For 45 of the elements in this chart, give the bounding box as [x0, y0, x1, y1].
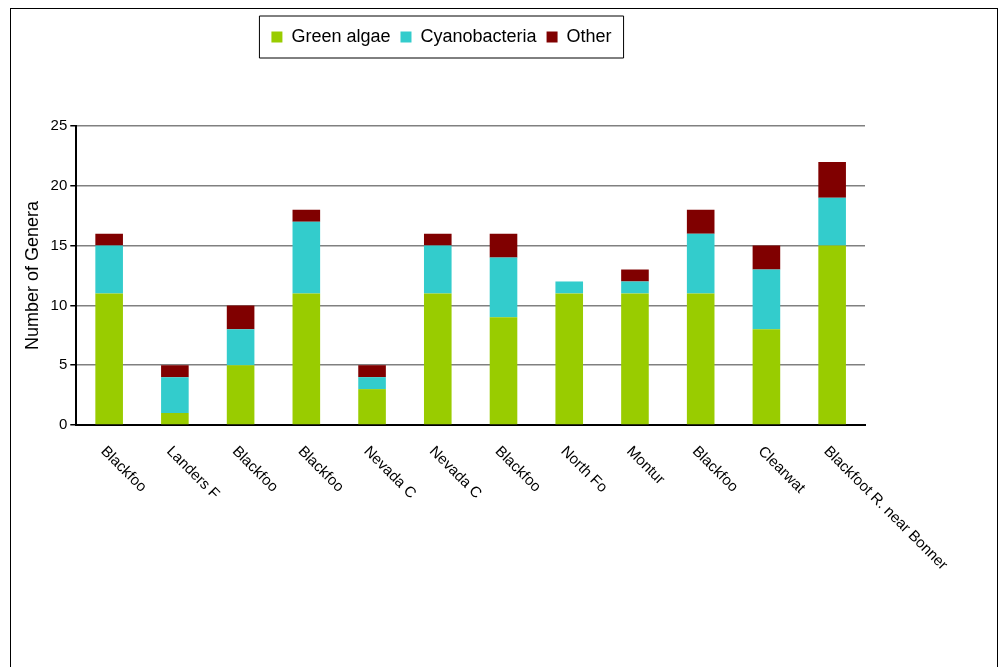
- bar: [161, 365, 189, 378]
- bar: [95, 233, 123, 246]
- legend-label: Cyanobacteria: [420, 25, 538, 46]
- y-tick-label: 5: [58, 355, 68, 373]
- bar: [555, 293, 584, 425]
- bar: [752, 329, 781, 425]
- bar: [423, 293, 452, 425]
- bar: [489, 233, 518, 258]
- bar: [621, 281, 649, 294]
- bar: [292, 221, 321, 294]
- bar: [621, 293, 649, 425]
- bar: [818, 245, 846, 425]
- bar: [226, 329, 255, 366]
- bar: [489, 317, 518, 425]
- bar: [752, 245, 781, 270]
- bar: [686, 293, 715, 425]
- bar: [358, 377, 386, 390]
- bar: [161, 377, 189, 414]
- bar: [621, 269, 649, 282]
- bar: [95, 293, 123, 425]
- y-axis-title: Number of Genera: [21, 199, 42, 351]
- bar: [292, 209, 321, 222]
- y-tick-label: 0: [58, 415, 68, 433]
- bar: [555, 281, 584, 294]
- bar: [489, 257, 518, 318]
- bar: [686, 233, 715, 294]
- bar: [292, 293, 321, 425]
- legend-label: Green algae: [291, 25, 391, 46]
- legend-label: Other: [566, 25, 612, 46]
- bar: [358, 389, 386, 425]
- bar: [226, 305, 255, 330]
- bar: [818, 197, 846, 246]
- bar: [686, 209, 715, 234]
- bar: [752, 269, 781, 330]
- y-tick-label: 15: [50, 235, 68, 253]
- bar: [226, 365, 255, 425]
- bar: [161, 413, 189, 425]
- y-tick-label: 20: [50, 175, 68, 193]
- bar: [423, 233, 452, 246]
- bar: [818, 161, 846, 198]
- bar: [358, 365, 386, 378]
- bar: [423, 245, 452, 294]
- bar: [95, 245, 123, 294]
- y-tick-label: 10: [50, 295, 68, 313]
- y-tick-label: 25: [50, 116, 68, 134]
